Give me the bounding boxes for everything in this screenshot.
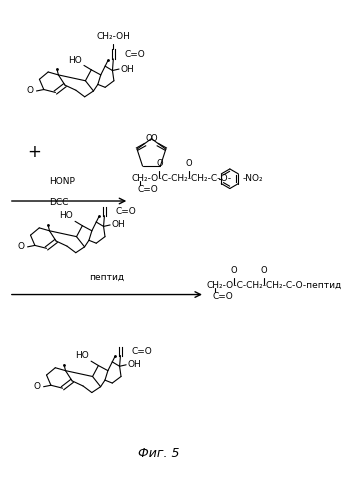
Text: HO: HO xyxy=(68,56,82,64)
Text: O: O xyxy=(231,266,237,275)
Text: пептид: пептид xyxy=(89,273,125,282)
Text: HO: HO xyxy=(75,352,89,360)
Text: CH₂-O-C-CH₂-CH₂-C-O-пептид: CH₂-O-C-CH₂-CH₂-C-O-пептид xyxy=(207,281,342,290)
Text: O: O xyxy=(18,242,25,252)
Text: C=O: C=O xyxy=(212,292,233,301)
Text: O: O xyxy=(156,159,163,168)
Text: O: O xyxy=(150,134,157,143)
Text: C=O: C=O xyxy=(125,50,146,59)
Text: OH: OH xyxy=(112,220,126,230)
Text: O: O xyxy=(185,159,192,168)
Text: CH₂-OH: CH₂-OH xyxy=(96,32,130,41)
Text: +: + xyxy=(27,143,41,161)
Text: O: O xyxy=(34,382,41,391)
Text: O: O xyxy=(27,86,34,96)
Text: O: O xyxy=(146,134,153,143)
Text: CH₂-O-C-CH₂-CH₂-C-O-: CH₂-O-C-CH₂-CH₂-C-O- xyxy=(132,174,232,183)
Text: -NO₂: -NO₂ xyxy=(242,174,263,183)
Text: C=O: C=O xyxy=(115,207,136,216)
Text: C=O: C=O xyxy=(137,185,158,194)
Text: Фиг. 5: Фиг. 5 xyxy=(138,446,179,460)
Text: HONP: HONP xyxy=(49,177,75,186)
Text: O: O xyxy=(260,266,267,275)
Text: C=O: C=O xyxy=(131,346,152,356)
Text: HO: HO xyxy=(59,212,73,220)
Text: DCC: DCC xyxy=(49,198,68,207)
Text: OH: OH xyxy=(121,64,135,74)
Text: OH: OH xyxy=(128,360,142,370)
